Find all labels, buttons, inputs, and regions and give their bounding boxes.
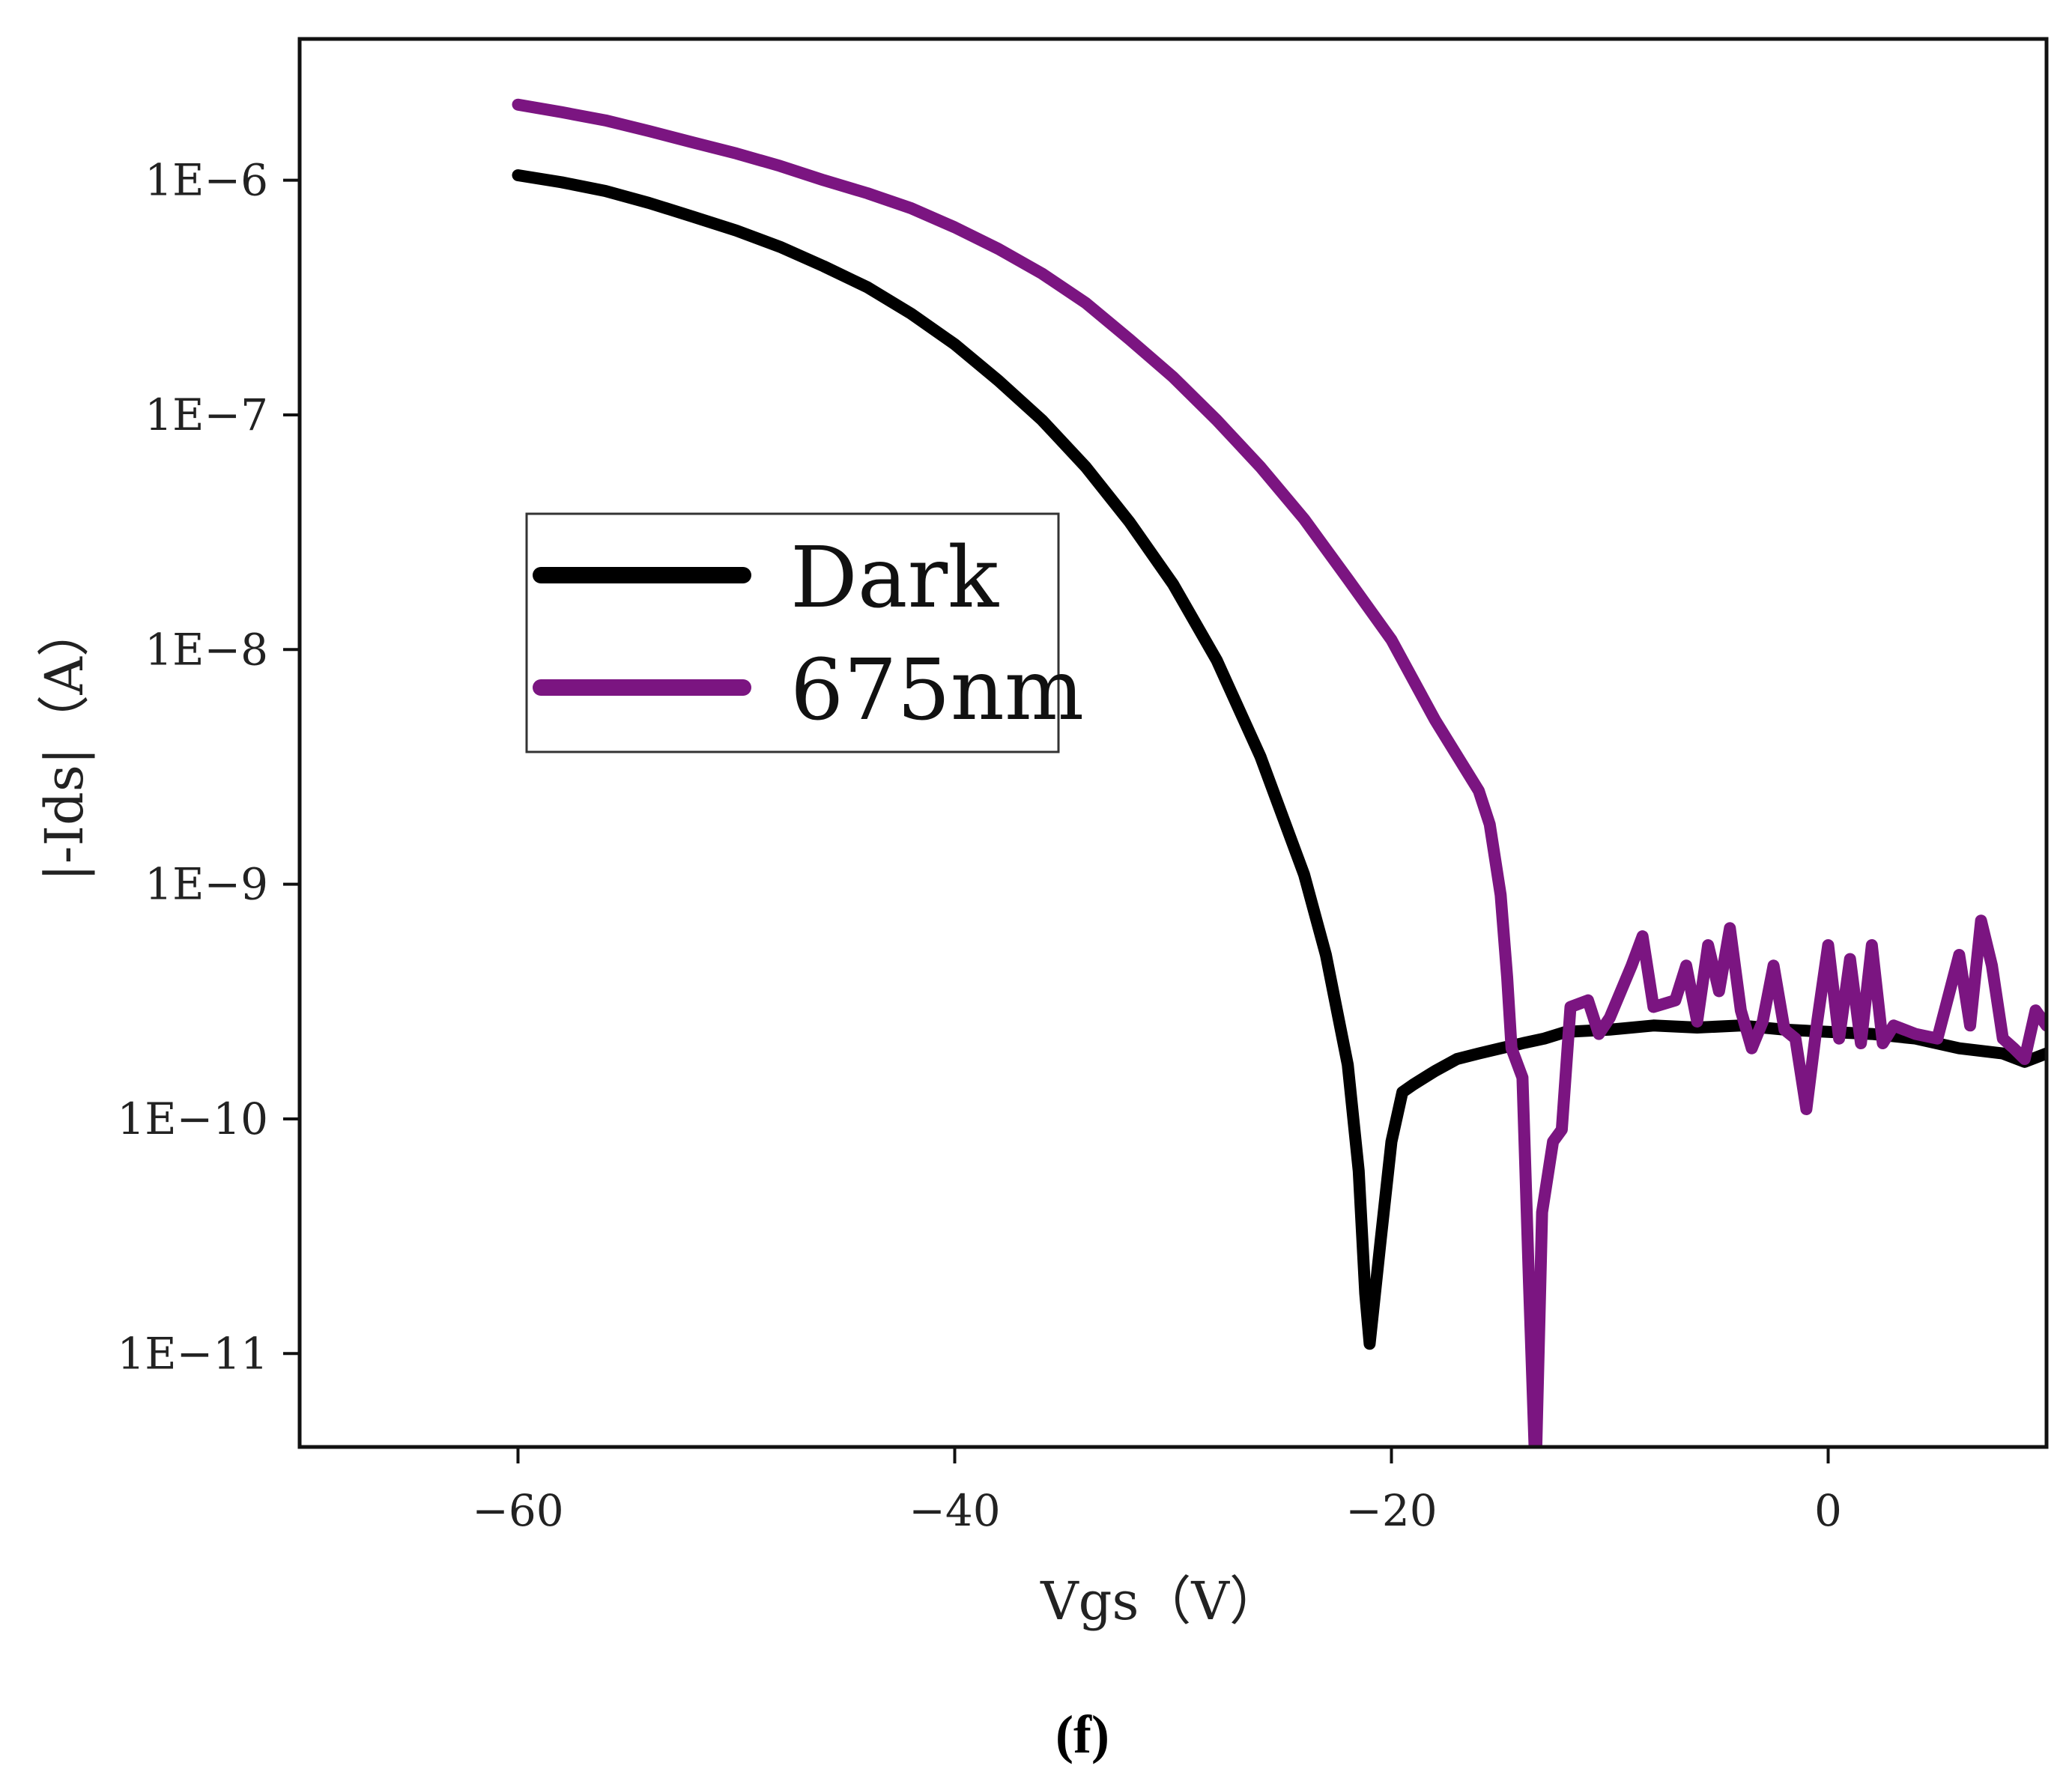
y-tick-label: 1E−7 (145, 389, 268, 440)
x-axis-ticks: −60 −40 −20 0 (472, 1447, 1842, 1536)
series-line-dark (512, 169, 2047, 1350)
x-tick-label: 0 (1814, 1485, 1842, 1536)
panel-label: (f) (1055, 1705, 1109, 1765)
plot-area: −60 −40 −20 0 1E−6 1E−7 1E−8 1E−9 1E−10 1E−11 (117, 37, 2049, 1536)
plot-frame (297, 37, 2049, 1449)
x-tick-label: −60 (472, 1485, 563, 1536)
y-axis-title: |-Ids|（A） (34, 604, 95, 882)
legend: Dark 675nm (525, 512, 1084, 753)
legend-box (525, 512, 1060, 753)
y-tick-label: 1E−10 (117, 1093, 268, 1144)
y-tick-label: 1E−6 (145, 155, 268, 206)
x-axis-title: Vgs（V） (1040, 1571, 1282, 1632)
x-tick-label: −20 (1345, 1485, 1437, 1536)
legend-label-dark: Dark (790, 530, 999, 627)
series-layer (512, 98, 2047, 1447)
y-tick-label: 1E−11 (117, 1328, 268, 1379)
y-axis-ticks: 1E−6 1E−7 1E−8 1E−9 1E−10 1E−11 (117, 155, 300, 1379)
y-tick-label: 1E−8 (145, 624, 268, 675)
x-tick-label: −40 (909, 1485, 1000, 1536)
series-line-675nm (512, 98, 2047, 1447)
y-tick-label: 1E−9 (145, 859, 268, 910)
legend-label-675nm: 675nm (790, 642, 1084, 739)
